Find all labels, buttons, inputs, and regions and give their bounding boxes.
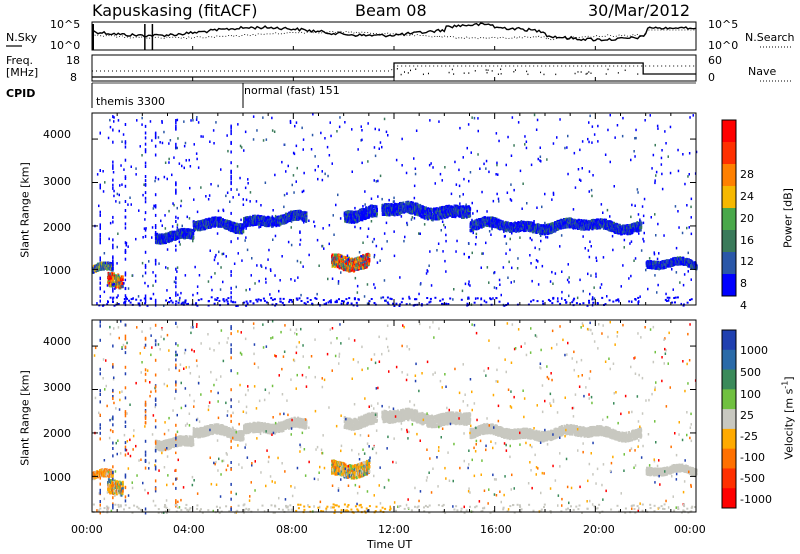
- nave-dot-5: [526, 70, 528, 73]
- freq-line: [92, 62, 696, 78]
- nave-dot-28: [514, 69, 516, 71]
- nave-dot-35: [585, 73, 587, 75]
- power-cell: [108, 281, 111, 285]
- power-cells: [92, 113, 698, 307]
- nave-dot-9: [607, 68, 609, 71]
- power-cell: [305, 216, 308, 220]
- power-cell: [368, 262, 370, 266]
- power-cell: [111, 267, 114, 271]
- nave-dot-21: [415, 68, 417, 70]
- nave-dot-34: [617, 72, 619, 74]
- power-cell: [242, 230, 245, 234]
- power-cell: [183, 227, 186, 231]
- nave-dot-3: [540, 71, 542, 74]
- nave-dot-13: [491, 70, 493, 72]
- nave-dot-19: [637, 73, 639, 75]
- power-cell: [114, 283, 117, 287]
- nave-dot-2: [410, 69, 412, 72]
- power-cell: [121, 285, 124, 289]
- nave-dot-30: [574, 72, 576, 75]
- power-cell: [109, 284, 112, 288]
- power-cell: [469, 207, 472, 211]
- nave-dot-29: [400, 73, 402, 76]
- power-cell: [191, 229, 194, 233]
- power-cell: [192, 233, 195, 237]
- power-cell: [115, 285, 118, 289]
- nave-dot-16: [453, 73, 455, 75]
- power-cell: [121, 281, 124, 285]
- power-cell: [117, 284, 120, 288]
- power-cell: [110, 279, 113, 283]
- power-cell: [368, 253, 371, 257]
- nave-dot-6: [485, 69, 487, 71]
- nave-dot-20: [487, 69, 489, 71]
- power-cell: [201, 222, 204, 226]
- nave-dot-8: [407, 72, 409, 74]
- power-cell: [376, 212, 378, 216]
- nave-dot-18: [588, 71, 590, 73]
- nave-dot-37: [513, 70, 515, 73]
- power-cell: [171, 237, 174, 241]
- nave-dot-26: [543, 73, 545, 76]
- power-cell: [368, 257, 371, 261]
- power-cell: [109, 274, 112, 278]
- nave-dot-10: [555, 73, 557, 76]
- nave-dot-11: [586, 72, 588, 75]
- power-cell: [110, 284, 113, 288]
- nave-dot-27: [448, 71, 450, 74]
- nsky-line: [91, 22, 697, 42]
- nave-dot-1: [590, 72, 592, 74]
- nave-dot-14: [500, 73, 502, 75]
- nave-dot-36: [396, 68, 398, 70]
- nave-dot-4: [500, 68, 502, 71]
- nave-dot-23: [468, 72, 470, 74]
- nave-dot-12: [474, 70, 476, 72]
- power-cell: [109, 272, 112, 276]
- nave-dot-22: [427, 72, 429, 75]
- nave-dot-31: [497, 73, 499, 75]
- nave-dot-25: [463, 72, 465, 74]
- nave-dot-15: [422, 73, 424, 76]
- power-cell: [199, 224, 202, 228]
- nave-dot-24: [486, 71, 488, 74]
- nave-dot-17: [580, 71, 582, 73]
- power-cell: [119, 286, 122, 290]
- nave-line: [92, 65, 696, 72]
- power-cell: [468, 211, 471, 215]
- nave-dot-38: [403, 71, 405, 73]
- power-cell: [192, 220, 195, 224]
- power-cell: [108, 279, 111, 283]
- power-cell: [192, 236, 195, 240]
- nave-dot-0: [624, 69, 626, 72]
- power-cell: [376, 207, 378, 211]
- power-cell: [108, 277, 111, 281]
- power-cell: [186, 231, 189, 235]
- power-cell: [121, 278, 124, 282]
- nave-dot-32: [605, 73, 607, 75]
- nave-dot-33: [577, 71, 579, 73]
- power-cell: [192, 232, 195, 235]
- power-cell: [121, 275, 124, 279]
- nave-dot-7: [527, 73, 529, 76]
- power-cell: [469, 214, 472, 218]
- nave-dot-39: [451, 68, 453, 71]
